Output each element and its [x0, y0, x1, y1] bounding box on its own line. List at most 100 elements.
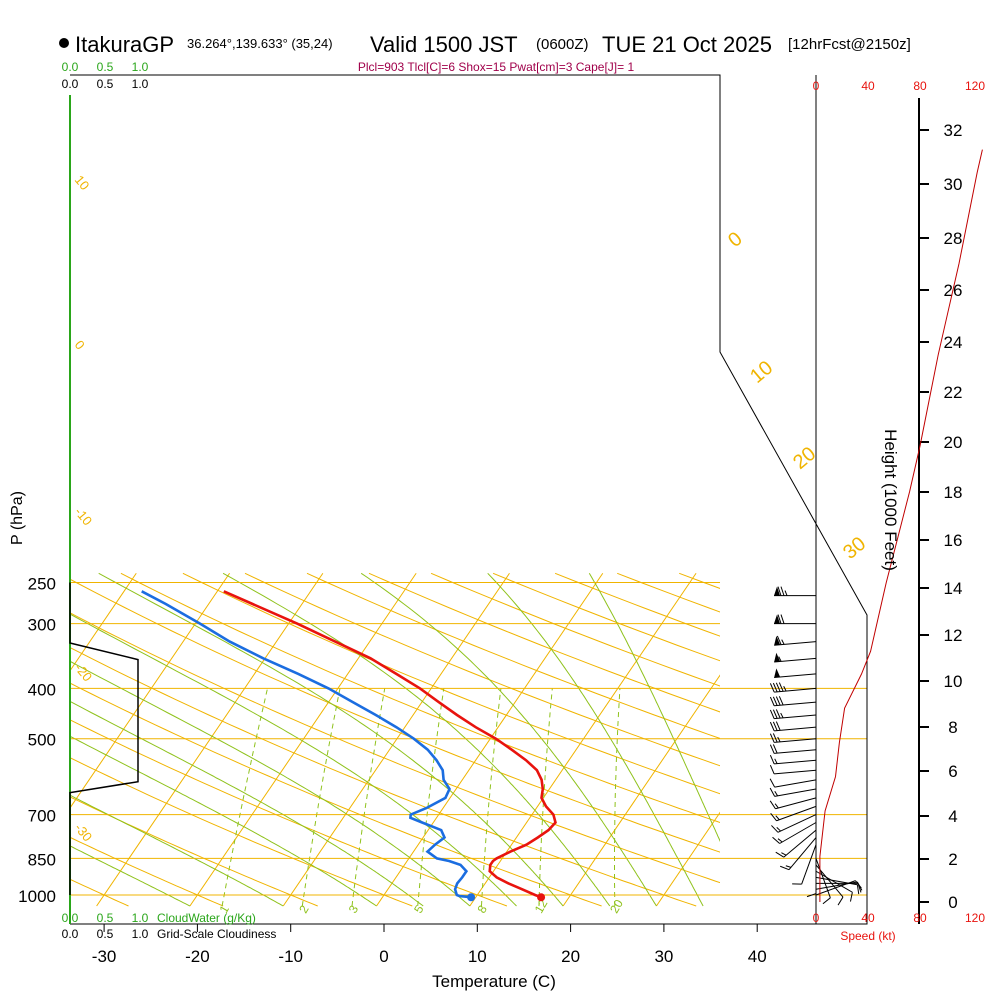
- speed-tick-label-top: 0: [813, 79, 820, 93]
- wind-barb-feather: [772, 836, 780, 844]
- isotherm-line: [70, 572, 230, 809]
- wind-barb-feather: [769, 709, 775, 719]
- valid-zulu: (0600Z): [536, 36, 589, 53]
- height-label: 0: [948, 893, 957, 912]
- speed-tick-label-top: 120: [965, 79, 985, 93]
- height-label: 16: [944, 531, 963, 550]
- height-axis-title: Height (1000 Feet): [881, 429, 900, 571]
- station-coords: 36.264°,139.633° (35,24): [187, 36, 333, 51]
- wind-barb: [775, 829, 817, 858]
- cloudiness-panel: [69, 582, 139, 895]
- wind-barb-staff: [774, 759, 817, 765]
- dry-adiabat: [306, 572, 720, 739]
- wind-barb-staff: [774, 687, 817, 693]
- x-tick-label: 20: [561, 947, 580, 966]
- wind-barb-feather: [769, 721, 775, 732]
- isotherm-label: 10: [72, 172, 93, 193]
- moist-adiabat: [70, 794, 284, 907]
- cloudiness-line: [69, 582, 139, 895]
- wind-barb-staff: [774, 714, 817, 720]
- isotherm-label: -10: [72, 504, 96, 528]
- wind-barb-feather: [775, 682, 781, 692]
- mixing-label: 20: [607, 897, 626, 916]
- wind-barb: [774, 652, 817, 663]
- dry-adiabat-label: 10: [746, 357, 777, 388]
- pressure-label: 250: [28, 574, 56, 593]
- moist-adiabat: [487, 572, 704, 907]
- wind-barb-feather: [772, 696, 778, 706]
- x-tick-label: -30: [92, 947, 117, 966]
- isotherm-line: [936, 573, 1000, 906]
- wind-barb-staff: [788, 837, 817, 871]
- cloudwater-tick-top: 0.0: [62, 60, 79, 74]
- wind-barb-staff: [815, 870, 853, 893]
- wind-barb: [769, 709, 817, 720]
- wind-barb-staff: [779, 822, 817, 844]
- wind-barb-feather: [772, 733, 778, 743]
- wind-barb-feather: [806, 893, 817, 898]
- moist-adiabat: [70, 660, 471, 907]
- wind-barb-staff: [774, 726, 817, 732]
- dry-adiabat: [803, 573, 1000, 906]
- wind-barb-feather: [769, 787, 776, 797]
- isotherm-line: [189, 572, 417, 907]
- height-label: 30: [944, 175, 963, 194]
- wind-barb-half: [785, 865, 792, 868]
- dewpoint-line: [141, 590, 472, 899]
- dry-adiabat: [182, 572, 720, 795]
- height-label: 24: [944, 333, 963, 352]
- wind-barb-feather: [772, 709, 778, 719]
- wind-barb-staff: [774, 779, 817, 788]
- wind-barb-flag: [774, 652, 781, 662]
- isotherm-line: [376, 572, 604, 907]
- mixing-label: 3: [346, 903, 362, 916]
- cloudiness-tick-top: 0.0: [62, 77, 79, 91]
- wind-barb-feather: [771, 825, 779, 833]
- wind-barb-half: [774, 758, 778, 764]
- wind-barb: [815, 880, 862, 896]
- mixing-label: 2: [296, 903, 312, 916]
- isotherm-line: [96, 572, 324, 907]
- surface-temp-point: [537, 893, 546, 902]
- wind-barb-staff: [774, 749, 817, 754]
- isotherm-line: [70, 572, 137, 672]
- wind-barb: [815, 858, 831, 905]
- pressure-label: 300: [28, 616, 56, 635]
- moist-adiabat: [70, 735, 377, 907]
- speed-tick-label-top: 80: [913, 79, 927, 93]
- wind-barb-staff: [774, 769, 817, 775]
- dry-adiabat: [927, 573, 1000, 906]
- mixing-ratio-line: [614, 688, 621, 906]
- wind-barb-feather: [769, 683, 775, 693]
- wind-barb-feather: [778, 682, 784, 692]
- x-tick-label: -20: [185, 947, 210, 966]
- height-label: 22: [944, 383, 963, 402]
- wind-barb-staff: [776, 805, 817, 822]
- pressure-label: 700: [28, 807, 56, 826]
- height-label: 12: [944, 626, 963, 645]
- speed-tick-label-bottom: 80: [913, 911, 927, 925]
- x-tick-label: 10: [468, 947, 487, 966]
- cloudwater-legend: CloudWater (g/Kg): [157, 911, 256, 925]
- wind-barb: [774, 635, 817, 646]
- valid-date: TUE 21 Oct 2025: [602, 32, 772, 57]
- wind-barb-feather: [775, 709, 781, 719]
- wind-barb: [792, 844, 817, 885]
- cloudiness-tick-top: 1.0: [132, 77, 149, 91]
- pressure-label: 850: [28, 850, 56, 869]
- isotherm-line: [562, 674, 720, 907]
- wind-barb-feather: [769, 744, 775, 754]
- wind-barb: [769, 754, 817, 765]
- wind-barb: [815, 870, 853, 902]
- moist-adiabat: [588, 573, 720, 843]
- wind-barb-feather: [775, 696, 781, 706]
- mixing-ratio-line: [417, 688, 445, 907]
- wind-barb-flag: [774, 586, 780, 596]
- wind-barb-feather: [780, 614, 785, 624]
- speed-tick-label-bottom: 120: [965, 911, 985, 925]
- height-label: 2: [948, 850, 957, 869]
- wind-barb-feather: [770, 813, 777, 822]
- cloudiness-legend: Grid-Scale Cloudiness: [157, 927, 276, 941]
- wind-barb-staff: [815, 881, 858, 890]
- station-dot-icon: [59, 38, 69, 48]
